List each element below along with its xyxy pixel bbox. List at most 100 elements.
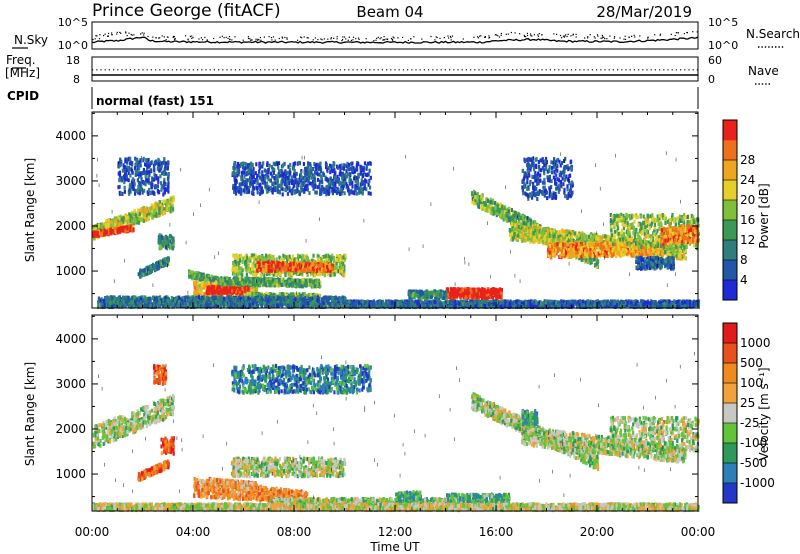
heatmap-cell: [104, 225, 108, 230]
heatmap-cell: [148, 206, 151, 211]
noise-search-point: [317, 39, 319, 41]
heatmap-cell: [241, 290, 244, 295]
heatmap-cell: [191, 272, 194, 277]
heatmap-cell: [141, 217, 144, 222]
noise-search-point: [92, 38, 94, 41]
heatmap-cell: [213, 278, 216, 283]
noise-search-point: [147, 35, 149, 38]
heatmap-cell: [170, 245, 173, 250]
cpid-mode-text: normal (fast) 151: [96, 94, 214, 108]
noise-search-point: [473, 36, 475, 38]
heatmap-cell: [137, 220, 141, 225]
heatmap-cell: [160, 261, 163, 266]
heatmap-cell: [103, 232, 106, 237]
heatmap-cell: [107, 230, 110, 235]
heatmap-cell: [141, 272, 144, 277]
noise-search-point: [187, 39, 189, 41]
noise-search-point: [189, 35, 191, 38]
noise-search-point: [654, 34, 656, 36]
heatmap-cell: [215, 280, 218, 285]
heatmap-cell: [285, 267, 288, 272]
heatmap-cell: [129, 218, 132, 223]
heatmap-cell: [218, 290, 221, 295]
noise-search-point: [421, 38, 423, 40]
heatmap-cell: [263, 256, 266, 261]
heatmap-cell: [338, 259, 341, 264]
noise-search-point: [500, 32, 502, 35]
noise-search-point: [307, 37, 309, 39]
heatmap-cell: [162, 199, 165, 204]
noise-search-point: [601, 35, 604, 37]
heatmap-cell: [98, 229, 101, 234]
heatmap-cell: [262, 268, 265, 273]
heatmap-cell: [155, 204, 158, 209]
heatmap-cell: [291, 254, 294, 259]
noise-series-group: [91, 31, 699, 44]
heatmap-cell: [314, 273, 317, 278]
heatmap-cell: [331, 272, 334, 277]
heatmap-cell: [236, 259, 239, 264]
heatmap-cell: [247, 266, 250, 271]
heatmap-cell: [291, 277, 294, 282]
noise-search-point: [155, 37, 157, 39]
noise-search-point: [141, 32, 143, 34]
heatmap-cell: [137, 217, 140, 222]
noise-search-point: [323, 38, 325, 40]
heatmap-cell: [251, 265, 254, 270]
heatmap-cell: [239, 276, 242, 281]
heatmap-cell: [264, 253, 268, 258]
heatmap-cell: [134, 219, 137, 223]
noise-search-point: [301, 37, 303, 39]
heatmap-cell: [266, 254, 269, 259]
heatmap-cell: [167, 204, 170, 209]
heatmap-cell: [167, 198, 170, 203]
noise-search-point: [488, 37, 490, 39]
heatmap-cell: [252, 292, 256, 297]
noise-search-point: [234, 36, 236, 38]
heatmap-cell: [188, 271, 191, 276]
noise-search-point: [120, 32, 122, 34]
noise-search-point: [152, 36, 154, 38]
heatmap-cell: [236, 277, 240, 282]
noise-search-point: [125, 32, 127, 34]
heatmap-cell: [106, 223, 109, 227]
heatmap-cell: [171, 246, 174, 250]
noise-search-point: [559, 34, 562, 37]
noise-search-point: [510, 31, 512, 34]
noise-search-point: [386, 38, 388, 40]
heatmap-cell: [161, 210, 164, 214]
heatmap-cell: [167, 236, 170, 241]
heatmap-cell: [219, 278, 222, 283]
heatmap-cell: [154, 264, 157, 269]
heatmap-cell: [139, 218, 142, 222]
heatmap-cell: [107, 218, 110, 223]
noise-search-point: [286, 37, 288, 39]
noise-search-point: [570, 35, 572, 37]
noise-search-point: [572, 33, 574, 35]
heatmap-cell: [207, 281, 210, 286]
noise-search-point: [537, 35, 540, 37]
noise-search-point: [274, 39, 276, 41]
heatmap-cell: [141, 269, 144, 274]
heatmap-cell: [166, 242, 170, 246]
noise-search-point: [375, 39, 377, 41]
heatmap-cell: [158, 234, 161, 239]
heatmap-cell: [335, 254, 338, 259]
heatmap-cell: [312, 253, 315, 258]
heatmap-cell: [114, 223, 117, 228]
heatmap-cell: [248, 258, 251, 263]
noise-search-point: [192, 36, 194, 39]
noise-search-point: [531, 35, 533, 37]
heatmap-cell: [211, 288, 214, 293]
noise-search-point: [623, 38, 625, 40]
heatmap-cell: [190, 274, 193, 279]
power-panel-background: [92, 112, 698, 308]
heatmap-cell: [159, 203, 162, 208]
heatmap-cell: [307, 265, 310, 270]
heatmap-cell: [235, 262, 238, 267]
heatmap-cell: [242, 285, 246, 290]
heatmap-cell: [122, 219, 125, 224]
heatmap-cell: [142, 218, 145, 223]
heatmap-cell: [153, 263, 156, 268]
noise-search-point: [330, 38, 332, 40]
